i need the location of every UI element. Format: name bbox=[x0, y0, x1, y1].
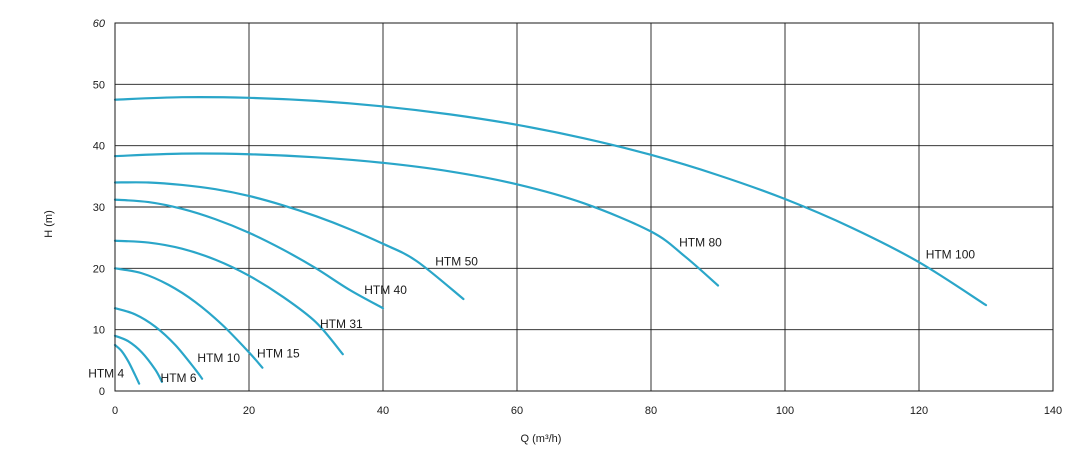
x-tick-label: 80 bbox=[645, 405, 657, 417]
series-label-htm-15: HTM 15 bbox=[257, 346, 300, 360]
curve-htm-50 bbox=[113, 181, 465, 301]
x-axis-title: Q (m³/h) bbox=[521, 433, 562, 445]
x-tick-label: 40 bbox=[377, 405, 389, 417]
y-axis-ticks: 0 10 20 30 40 50 60 bbox=[93, 18, 106, 398]
series-label-htm-10: HTM 10 bbox=[197, 351, 240, 365]
y-axis-title: H (m) bbox=[43, 210, 55, 238]
x-tick-label: 60 bbox=[511, 405, 523, 417]
x-axis-ticks: 0 20 40 60 80 100 120 140 bbox=[112, 405, 1062, 417]
series-label-htm-50: HTM 50 bbox=[435, 254, 478, 268]
pump-curves bbox=[113, 95, 988, 385]
y-tick-label: 20 bbox=[93, 263, 105, 275]
series-label-htm-80: HTM 80 bbox=[679, 235, 722, 249]
x-tick-label: 100 bbox=[776, 405, 794, 417]
x-tick-label: 120 bbox=[910, 405, 928, 417]
curve-htm-4 bbox=[113, 343, 141, 385]
curve-htm-100 bbox=[113, 95, 988, 307]
y-tick-label: 30 bbox=[93, 202, 105, 214]
series-label-htm-40: HTM 40 bbox=[364, 283, 407, 297]
y-tick-label: 60 bbox=[93, 18, 106, 30]
curve-htm-31 bbox=[113, 239, 344, 356]
x-tick-label: 0 bbox=[112, 405, 118, 417]
y-tick-label: 0 bbox=[99, 386, 105, 398]
x-tick-label: 20 bbox=[243, 405, 255, 417]
plot-frame bbox=[114, 22, 1054, 392]
series-label-htm-6: HTM 6 bbox=[161, 371, 197, 385]
curve-htm-80 bbox=[113, 152, 720, 287]
y-tick-label: 10 bbox=[93, 325, 105, 337]
y-tick-label: 40 bbox=[93, 141, 105, 153]
y-tick-label: 50 bbox=[93, 79, 105, 91]
curve-htm-40 bbox=[113, 198, 385, 310]
curve-htm-15 bbox=[113, 267, 264, 369]
series-label-htm-31: HTM 31 bbox=[320, 317, 363, 331]
grid bbox=[115, 23, 1053, 391]
x-tick-label: 140 bbox=[1044, 405, 1062, 417]
curve-htm-6 bbox=[113, 334, 163, 383]
series-label-htm-4: HTM 4 bbox=[88, 367, 124, 381]
curve-htm-10 bbox=[113, 307, 204, 380]
series-label-htm-100: HTM 100 bbox=[926, 248, 976, 262]
